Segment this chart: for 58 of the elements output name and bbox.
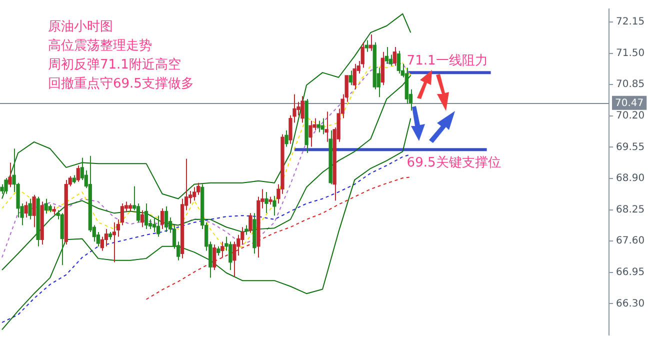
candlestick	[320, 118, 324, 135]
candlestick	[272, 195, 276, 216]
y-tick-label: 67.60	[616, 236, 645, 247]
candlestick	[308, 120, 312, 148]
candlestick	[396, 50, 400, 74]
candlestick	[32, 194, 36, 228]
candlestick	[244, 224, 248, 236]
candlestick	[100, 236, 104, 252]
y-tick-label: 70.85	[616, 79, 645, 90]
candlestick	[228, 241, 232, 270]
candlestick	[392, 46, 396, 66]
candlestick	[324, 111, 328, 142]
candlestick	[28, 198, 32, 220]
candlestick	[0, 184, 4, 194]
annotation: 69.5关键支撑位	[406, 155, 501, 170]
candlestick	[156, 215, 160, 238]
candlestick	[24, 201, 28, 218]
candlestick	[104, 228, 108, 247]
candlestick	[352, 63, 356, 90]
y-tick-label: 72.15	[616, 16, 645, 28]
candlestick	[284, 130, 288, 148]
candlestick	[232, 241, 236, 278]
candlestick	[264, 191, 268, 214]
candlestick	[160, 208, 164, 230]
candlestick	[112, 222, 116, 263]
candlestick	[192, 186, 196, 202]
y-tick-label: 68.25	[616, 204, 645, 216]
y-tick-label: 70.20	[616, 110, 645, 122]
annotation: 71.1一线阻力	[406, 53, 488, 68]
annotation: 原油小时图	[48, 19, 113, 34]
candlestick	[364, 40, 368, 52]
y-tick-label: 66.95	[616, 266, 645, 278]
y-tick-label: 69.55	[616, 142, 645, 153]
candlestick	[248, 212, 252, 234]
annotation: 高位震荡整理走势	[48, 37, 152, 54]
y-tick-label: 68.90	[616, 173, 645, 184]
candlestick	[368, 34, 372, 52]
annotation: 回撤重点守69.5支撑做多	[48, 76, 194, 92]
candlestick	[4, 178, 8, 194]
candlestick	[348, 70, 352, 86]
y-tick-label: 71.50	[616, 48, 645, 59]
candlestick	[300, 96, 304, 124]
candlestick	[44, 198, 48, 214]
line-series	[146, 176, 412, 300]
candlestick	[76, 165, 80, 182]
y-tick-label: 66.30	[616, 298, 645, 310]
candlestick	[144, 203, 148, 230]
candlestick	[140, 210, 144, 228]
candlestick	[220, 241, 224, 258]
candlestick	[212, 244, 216, 270]
candlestick	[316, 120, 320, 133]
ref-line-label: 70.47	[615, 98, 644, 109]
candlestick	[152, 217, 156, 232]
candlestick	[8, 162, 12, 188]
candlestick	[384, 46, 388, 64]
candlestick	[216, 246, 220, 256]
candlestick	[164, 206, 168, 232]
annotation: 周初反弹71.1附近高空	[48, 56, 181, 72]
